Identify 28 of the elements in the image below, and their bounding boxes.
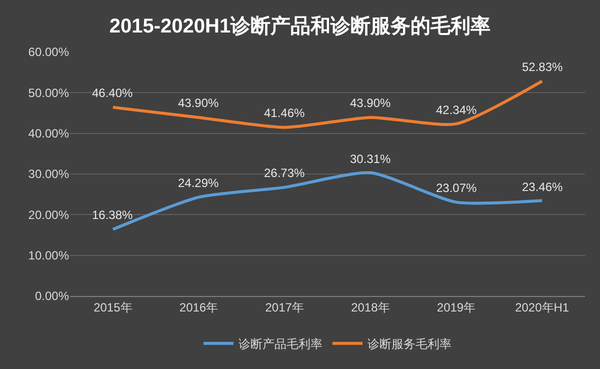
- x-tick-label: 2016年: [179, 300, 218, 314]
- data-label: 41.46%: [264, 106, 306, 120]
- x-tick-label: 2020年H1: [515, 300, 570, 314]
- data-label: 24.29%: [178, 176, 220, 190]
- data-label: 43.90%: [178, 96, 220, 110]
- data-label: 23.46%: [522, 180, 564, 194]
- data-label: 43.90%: [350, 96, 392, 110]
- data-label: 30.31%: [350, 152, 392, 166]
- legend-label: 诊断产品毛利率: [238, 337, 322, 352]
- x-tick-label: 2017年: [265, 300, 304, 314]
- data-label: 52.83%: [522, 60, 564, 74]
- data-label: 23.07%: [436, 181, 478, 195]
- data-label: 16.38%: [92, 208, 134, 222]
- x-tick-label: 2019年: [436, 300, 476, 314]
- data-label: 42.34%: [436, 103, 478, 117]
- y-tick-label: 20.00%: [28, 208, 70, 222]
- data-label: 26.73%: [264, 166, 306, 180]
- y-tick-label: 40.00%: [28, 126, 70, 141]
- y-tick-label: 0.00%: [34, 289, 70, 304]
- y-tick-label: 60.00%: [28, 45, 70, 60]
- data-label: 46.40%: [92, 86, 134, 100]
- x-tick-label: 2015年: [94, 300, 132, 314]
- legend-label: 诊断服务毛利率: [368, 337, 452, 352]
- y-tick-label: 30.00%: [28, 167, 70, 182]
- y-tick-label: 10.00%: [28, 248, 70, 263]
- y-tick-label: 50.00%: [28, 86, 70, 100]
- chart-title: 2015-2020H1诊断产品和诊断服务的毛利率: [109, 14, 491, 38]
- x-tick-label: 2018年: [351, 300, 390, 314]
